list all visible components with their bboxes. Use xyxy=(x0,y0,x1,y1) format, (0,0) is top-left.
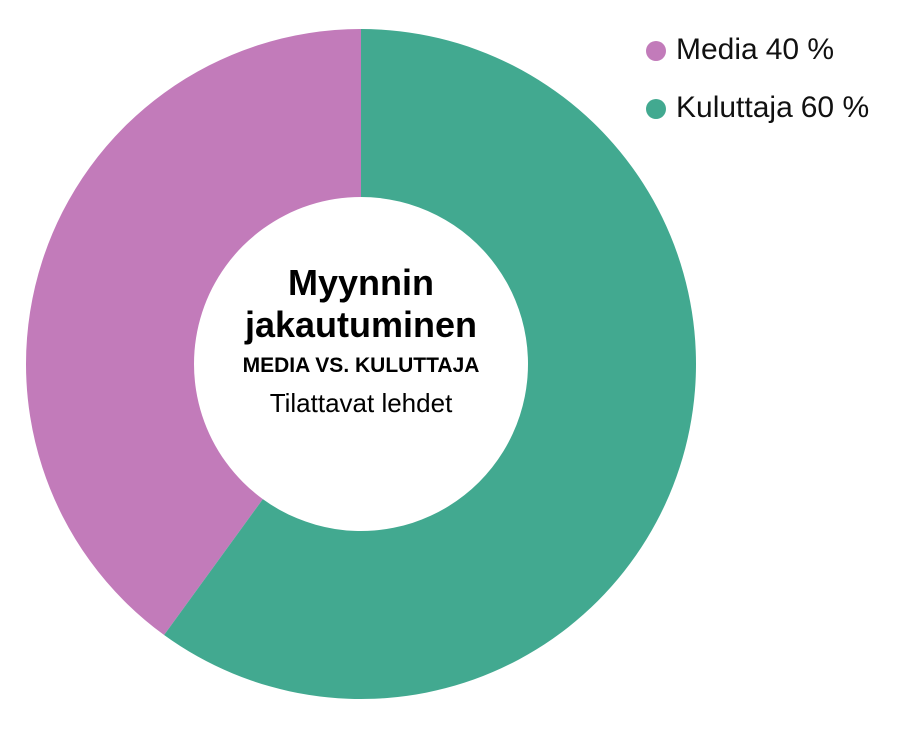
legend-name: Kuluttaja xyxy=(676,91,793,124)
wedges xyxy=(25,29,696,699)
legend-value: 40 % xyxy=(766,33,834,66)
chart-subtitle: MEDIA VS. KULUTTAJA xyxy=(242,354,480,377)
legend: Media 40 % Kuluttaja 60 % xyxy=(646,33,869,124)
legend-name: Media xyxy=(676,33,758,66)
chart-note: Tilattavat lehdet xyxy=(269,388,453,418)
legend-marker xyxy=(646,41,666,61)
center-label: Myynnin jakautuminen MEDIA VS. KULUTTAJA… xyxy=(221,262,501,419)
legend-marker xyxy=(646,99,666,119)
donut-segment xyxy=(164,29,696,699)
legend-value: 60 % xyxy=(801,91,869,124)
donut-segment xyxy=(25,29,362,636)
legend-label: Kuluttaja 60 % xyxy=(676,91,869,124)
chart-title: Myynnin jakautuminen xyxy=(244,262,478,345)
legend-label: Media 40 % xyxy=(676,33,834,66)
